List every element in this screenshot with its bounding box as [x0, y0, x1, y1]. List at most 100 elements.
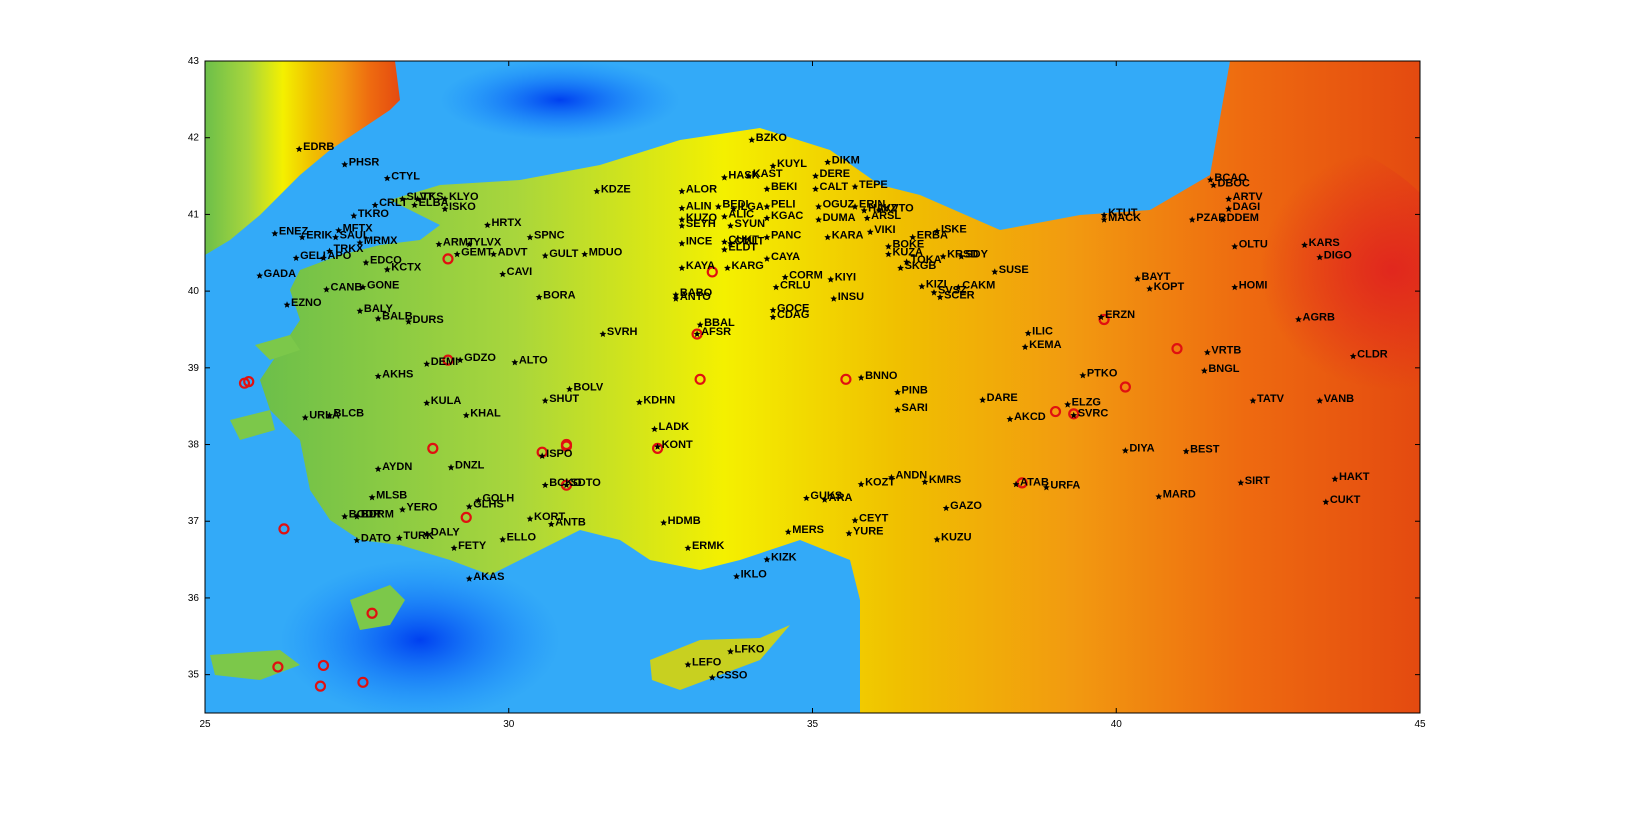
event-circle — [1049, 405, 1062, 418]
station-label: EDCO — [370, 255, 402, 267]
event-markers — [238, 253, 1183, 692]
station-label: CAYA — [771, 251, 800, 263]
station-marker — [511, 358, 519, 366]
station-marker — [909, 233, 917, 241]
station-label: KUZA — [892, 246, 923, 258]
station-label: SARI — [902, 402, 928, 414]
station-label: MARD — [1163, 489, 1196, 501]
station-label: KARS — [1309, 237, 1340, 249]
station-label: HRTX — [491, 217, 522, 229]
station-marker — [295, 145, 303, 153]
station-label: MDUO — [589, 246, 623, 258]
station-marker — [353, 513, 361, 520]
station-label: PELI — [771, 199, 795, 211]
y-tick-label: 41 — [188, 209, 200, 220]
station-marker — [733, 572, 740, 580]
station-marker — [1100, 211, 1108, 219]
station-label: ILIC — [1032, 325, 1053, 337]
station-label: AGRB — [1303, 311, 1335, 323]
station-label: BAYT — [1142, 271, 1171, 283]
station-marker — [301, 414, 309, 421]
station-label: YLVX — [473, 236, 502, 248]
station-label: URFA — [1050, 479, 1080, 491]
station-label: CEYT — [859, 512, 889, 524]
station-label: DNZL — [455, 460, 485, 472]
station-marker — [1316, 397, 1324, 404]
station-marker — [763, 214, 771, 222]
event-circle — [460, 511, 472, 524]
station-marker — [730, 205, 737, 212]
station-label: LEFO — [692, 657, 722, 669]
station-label: GDZO — [464, 352, 496, 364]
station-marker — [1204, 348, 1211, 356]
station-label: EDRB — [303, 141, 334, 153]
station-marker — [894, 388, 901, 396]
station-label: HDMB — [668, 515, 701, 527]
station-label: ARSL — [871, 210, 901, 222]
station-label: BBAL — [704, 317, 735, 329]
station-label: AKCD — [1014, 411, 1046, 423]
station-label: CAVI — [507, 266, 532, 278]
station-label: MFTX — [343, 223, 374, 235]
station-label: BORA — [543, 289, 575, 301]
station-marker — [411, 201, 418, 209]
event-circle — [442, 354, 454, 366]
station-marker — [566, 385, 573, 393]
station-label: ERIK — [306, 229, 332, 241]
station-marker — [1006, 415, 1014, 423]
station-label: KIYI — [835, 272, 856, 284]
station-label: URLA — [309, 410, 340, 422]
station-marker — [939, 253, 947, 260]
station-label: GADA — [264, 268, 296, 280]
station-label: TKS — [422, 191, 444, 203]
station-label: BLCB — [334, 407, 365, 419]
station-label: INSU — [838, 291, 864, 303]
station-label: CTYL — [391, 170, 420, 182]
station-label: DAGI — [1233, 201, 1261, 213]
station-marker — [541, 481, 549, 489]
station-marker — [769, 306, 777, 314]
station-label: BDRM — [361, 509, 394, 521]
station-label: BCKO — [549, 477, 582, 489]
station-label: VRTB — [1211, 344, 1241, 356]
station-label: KORT — [534, 511, 565, 523]
station-label: ANTB — [555, 516, 586, 528]
station-marker — [672, 295, 680, 302]
station-marker — [635, 398, 643, 406]
station-marker — [1231, 283, 1239, 291]
station-marker — [824, 233, 832, 241]
station-label: CLDR — [1357, 348, 1388, 360]
station-label: ALTO — [519, 354, 548, 366]
station-marker — [812, 172, 819, 179]
station-marker — [1231, 243, 1239, 250]
station-marker — [815, 203, 822, 210]
station-label: SKGB — [905, 260, 937, 272]
station-marker — [526, 233, 534, 241]
station-marker — [383, 174, 391, 182]
station-marker — [435, 240, 443, 248]
station-marker — [353, 536, 361, 544]
station-label: GELI — [300, 250, 326, 262]
station-marker — [447, 463, 455, 471]
station-marker — [1070, 411, 1078, 419]
station-marker — [851, 183, 859, 190]
station-marker — [374, 465, 382, 472]
station-label: SDY — [965, 249, 988, 261]
station-label: SUSE — [999, 264, 1029, 276]
station-marker — [678, 222, 686, 229]
station-label: ENEZ — [279, 226, 309, 238]
station-label: KGAC — [771, 210, 803, 222]
station-label: ALOR — [686, 183, 717, 195]
station-marker — [490, 250, 497, 258]
station-marker — [1121, 447, 1129, 454]
station-marker — [465, 575, 473, 582]
station-marker — [368, 493, 376, 501]
x-tick-label: 30 — [503, 719, 515, 730]
station-label: OGUZ — [823, 199, 855, 211]
station-marker — [1155, 493, 1163, 500]
station-label: KDZE — [601, 183, 631, 195]
x-axis: 25 30 35 40 45 — [199, 61, 1426, 730]
station-marker — [423, 360, 431, 367]
station-marker — [979, 396, 986, 403]
